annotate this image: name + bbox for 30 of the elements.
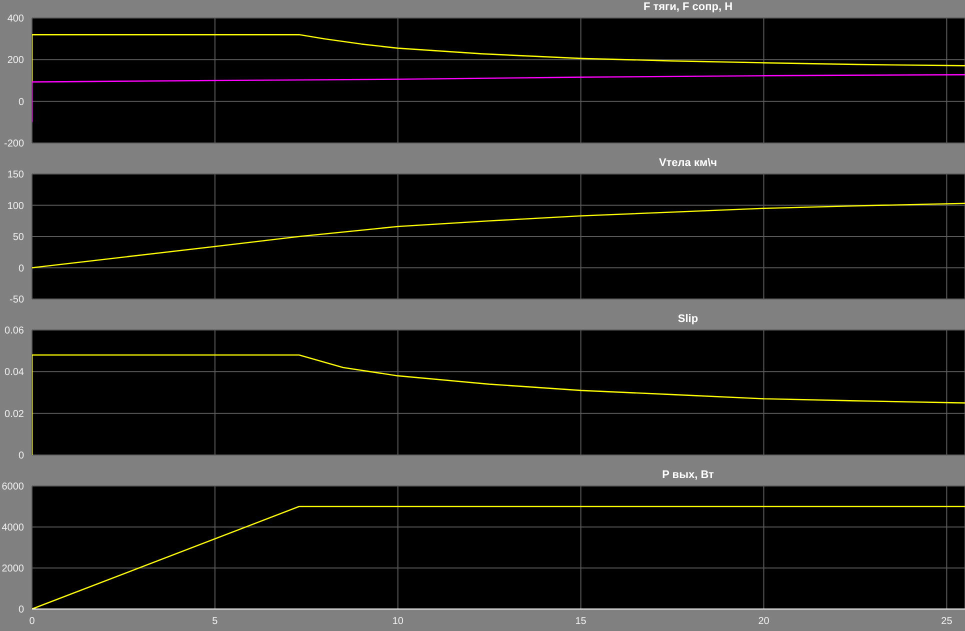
y-tick-label: 100 xyxy=(7,200,24,212)
x-tick-label: 10 xyxy=(392,616,404,628)
y-tick-label: -50 xyxy=(10,294,24,306)
y-tick-label: -200 xyxy=(4,138,24,150)
x-tick-label: 25 xyxy=(941,616,953,628)
chart-title: P вых, Вт xyxy=(662,469,714,481)
y-tick-label: 0.06 xyxy=(4,326,24,337)
y-tick-label: 6000 xyxy=(2,482,24,493)
y-tick-label: 50 xyxy=(12,232,24,244)
line-series xyxy=(32,74,965,123)
line-series xyxy=(32,202,965,268)
x-tick-label: 20 xyxy=(758,616,770,628)
y-tick-label: 400 xyxy=(7,14,24,25)
y-tick-label: 150 xyxy=(7,170,24,181)
x-tick-label: 15 xyxy=(575,616,587,628)
y-tick-label: 0 xyxy=(18,96,24,108)
chart-title: F тяги, F сопр, Н xyxy=(643,1,733,13)
x-tick-label: 0 xyxy=(29,616,36,628)
y-tick-label: 4000 xyxy=(2,522,24,534)
x-tick-label: 5 xyxy=(212,616,218,628)
chart-title: Slip xyxy=(678,313,698,325)
y-tick-label: 0 xyxy=(18,604,24,616)
y-tick-label: 200 xyxy=(7,55,24,66)
y-tick-label: 2000 xyxy=(2,564,24,575)
chart-title: Vтела км\ч xyxy=(658,157,718,169)
y-tick-label: 0 xyxy=(18,450,24,462)
line-series xyxy=(32,34,965,83)
y-tick-label: 0.02 xyxy=(4,408,24,420)
y-tick-label: 0.04 xyxy=(4,367,24,378)
y-tick-label: 0 xyxy=(18,263,24,274)
